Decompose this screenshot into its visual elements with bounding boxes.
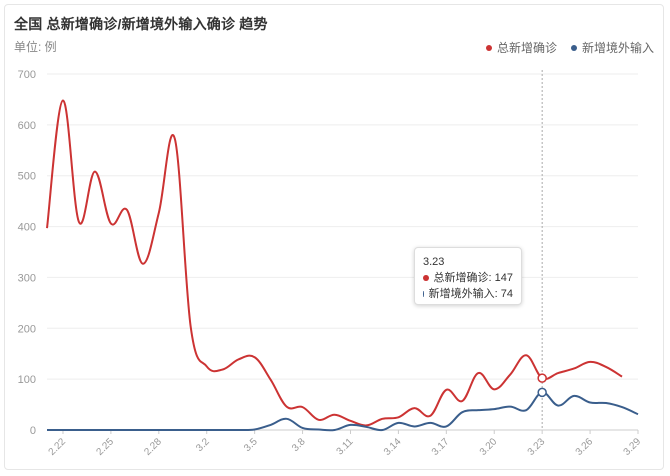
tooltip-row-imported: 新增境外输入: 74 [423, 286, 513, 302]
x-tick-label: 3.26 [574, 436, 596, 458]
tooltip-value-total: 总新增确诊: 147 [433, 272, 513, 284]
tooltip-row-total: 总新增确诊: 147 [423, 270, 513, 286]
x-tick-label: 3.14 [382, 436, 404, 458]
x-axis-ticks: 2.22 2.25 2.28 3.2 3.5 3.8 3.11 3.14 3.17 3.20 3.2… [47, 430, 644, 458]
x-tick-label: 3.11 [335, 436, 356, 457]
y-tick-label: 400 [18, 222, 36, 234]
y-tick-label: 600 [18, 120, 36, 132]
x-tick-label: 3.17 [430, 436, 452, 458]
x-tick-label: 3.8 [290, 436, 308, 454]
tooltip-value-imported: 新增境外输入: 74 [428, 288, 513, 300]
legend-dot-imported-icon [570, 44, 577, 51]
hover-points [537, 373, 547, 398]
y-tick-label: 0 [30, 425, 36, 437]
tooltip: 3.23 总新增确诊: 147 新增境外输入: 74 [414, 247, 522, 305]
series-line-imported[interactable] [47, 391, 639, 432]
hover-point-imported [537, 387, 547, 398]
x-tick-label: 2.28 [142, 436, 164, 458]
x-tick-label: 2.22 [47, 436, 69, 458]
legend-label-total: 总新增确诊 [496, 41, 557, 55]
x-tick-label: 3.23 [526, 436, 548, 458]
unit-label: 单位: 例 [14, 40, 57, 54]
chart-panel [4, 4, 664, 470]
x-tick-label: 3.2 [194, 436, 212, 454]
y-tick-label: 700 [18, 69, 36, 81]
x-tick-label: 3.20 [478, 436, 500, 458]
y-tick-label: 100 [18, 374, 36, 386]
legend-label-imported: 新增境外输入 [581, 41, 654, 55]
x-tick-label: 3.5 [242, 436, 260, 454]
y-tick-label: 200 [18, 323, 36, 335]
x-tick-label: 3.29 [622, 436, 644, 458]
y-tick-label: 300 [18, 272, 36, 284]
legend-item-imported[interactable]: 新增境外输入 [570, 39, 654, 56]
grid-lines [47, 73, 638, 431]
legend: 总新增确诊 新增境外输入 [485, 39, 654, 56]
x-tick-label: 2.25 [94, 436, 116, 458]
tooltip-dot-total-icon [423, 275, 429, 281]
series-line-total[interactable] [46, 99, 623, 427]
hover-point-total [537, 373, 547, 383]
chart-title: 全国 总新增确诊/新增境外输入确诊 趋势 [14, 16, 268, 32]
tooltip-dot-imported-icon [423, 291, 424, 297]
legend-dot-total-icon [485, 44, 492, 51]
y-tick-label: 500 [18, 171, 36, 183]
legend-item-total[interactable]: 总新增确诊 [485, 39, 557, 56]
y-axis-ticks: 0 100 200 300 400 500 600 700 [18, 69, 36, 437]
tooltip-title: 3.23 [423, 256, 445, 268]
